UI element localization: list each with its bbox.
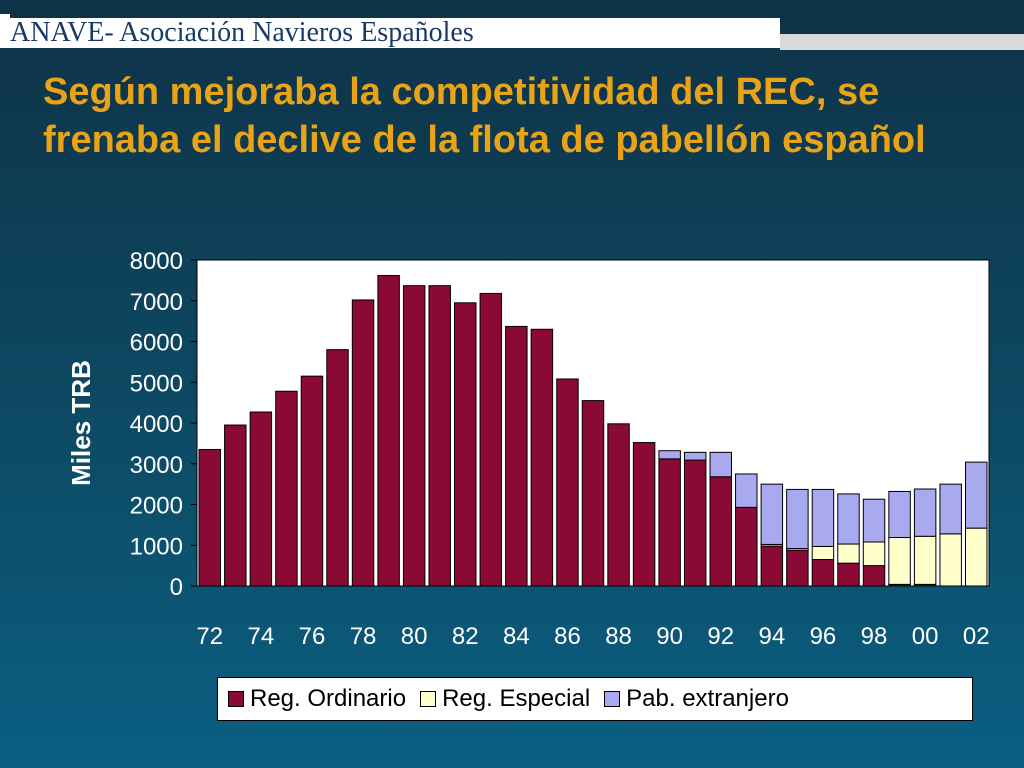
y-axis-label: Miles TRB	[66, 360, 96, 486]
legend-item-ordinario: Reg. Ordinario	[228, 685, 406, 713]
bar-segment-extranjero-91	[683, 451, 707, 461]
bar-segment-ordinario-97	[837, 562, 860, 587]
y-tick-label: 2000	[130, 493, 183, 520]
y-tick-label: 1000	[130, 533, 183, 560]
bar-segment-ordinario-77	[326, 349, 349, 587]
bar-segment-ordinario-87	[581, 400, 605, 587]
header-bar-notch	[0, 14, 10, 18]
x-tick-label: 72	[196, 623, 223, 650]
x-tick-label: 82	[452, 623, 479, 650]
x-tick-label: 90	[656, 623, 683, 650]
bar-segment-ordinario-91	[683, 459, 707, 587]
y-tick-label: 3000	[130, 452, 183, 479]
legend-item-especial: Reg. Especial	[420, 685, 590, 713]
bar-segment-especial-98	[862, 541, 886, 567]
x-tick-label: 80	[401, 623, 428, 650]
bar-segment-extranjero-01	[939, 483, 962, 535]
x-tick-label: 98	[861, 623, 888, 650]
x-tick-label: 96	[810, 623, 837, 650]
x-tick-label: 84	[503, 623, 530, 650]
x-tick-label: 76	[299, 623, 326, 650]
bar-segment-extranjero-99	[888, 490, 911, 539]
bar-segment-ordinario-81	[428, 285, 451, 587]
bar-segment-extranjero-96	[811, 488, 835, 547]
bar-segment-extranjero-98	[862, 498, 886, 543]
header-bar	[0, 14, 1024, 50]
slide-title: Según mejoraba la competitividad del REC…	[43, 71, 926, 161]
legend-label-ordinario: Reg. Ordinario	[250, 685, 407, 712]
bar-segment-extranjero-00	[913, 488, 937, 537]
y-tick-label: 6000	[130, 330, 183, 357]
bar-segment-ordinario-78	[351, 299, 375, 587]
y-axis-ticks: 0 1000 2000 3000 4000 5000 6000 7000 8000	[130, 248, 197, 601]
x-tick-label: 86	[554, 623, 581, 650]
bar-segment-especial-97	[837, 543, 860, 564]
bar-segment-ordinario-96	[811, 559, 835, 587]
legend-swatch-especial	[420, 691, 437, 707]
bars	[198, 274, 988, 587]
x-tick-label: 88	[605, 623, 632, 650]
legend: Reg. Ordinario Reg. Especial Pab. extran…	[217, 677, 973, 721]
x-tick-label: 92	[707, 623, 734, 650]
bar-segment-extranjero-97	[837, 493, 860, 545]
x-tick-label: 74	[248, 623, 275, 650]
bar-segment-especial-99	[888, 537, 911, 585]
x-tick-label: 00	[912, 623, 939, 650]
header-bar-white	[0, 18, 780, 48]
bar-segment-ordinario-93	[735, 506, 758, 587]
bar-segment-especial-00	[913, 535, 937, 585]
y-tick-label: 7000	[130, 289, 183, 316]
x-tick-label: 02	[963, 623, 990, 650]
legend-item-extranjero: Pab. extranjero	[604, 685, 789, 713]
bar-segment-extranjero-94	[760, 483, 784, 545]
x-tick-label: 94	[758, 623, 785, 650]
header-text: ANAVE- Asociación Navieros Españoles	[10, 17, 474, 48]
bar-segment-ordinario-88	[607, 423, 630, 587]
legend-label-especial: Reg. Especial	[442, 685, 591, 712]
header-bar-grey	[780, 34, 1024, 50]
legend-label-extranjero: Pab. extranjero	[626, 685, 789, 712]
bar-segment-ordinario-79	[377, 274, 400, 587]
bar-segment-ordinario-75	[275, 390, 298, 587]
y-tick-label: 5000	[130, 370, 183, 397]
x-axis-ticks: 72 74 76 78 80 82 84 86 88 90 92 94 96 98 00 02	[196, 623, 989, 650]
x-tick-label: 78	[350, 623, 377, 650]
bar-segment-ordinario-98	[862, 565, 886, 587]
bar-segment-extranjero-02	[965, 461, 988, 529]
bar-segment-extranjero-95	[786, 488, 809, 550]
bar-segment-ordinario-85	[530, 328, 554, 587]
bar-segment-ordinario-72	[198, 448, 221, 587]
bar-segment-ordinario-74	[249, 411, 273, 587]
bar-segment-ordinario-82	[454, 302, 477, 587]
bar-segment-ordinario-86	[556, 378, 579, 587]
bar-segment-ordinario-92	[709, 476, 732, 587]
legend-swatch-extranjero	[604, 691, 621, 707]
bar-segment-ordinario-94	[760, 545, 784, 587]
bar-segment-ordinario-76	[300, 375, 324, 587]
bar-segment-ordinario-90	[658, 458, 681, 587]
bar-segment-extranjero-92	[709, 451, 732, 478]
y-tick-label: 4000	[130, 411, 183, 438]
y-tick-label: 0	[170, 574, 183, 601]
bar-segment-ordinario-80	[402, 285, 426, 587]
y-tick-label: 8000	[130, 248, 183, 275]
bar-segment-especial-02	[965, 527, 988, 587]
bar-segment-extranjero-90	[658, 450, 681, 460]
legend-swatch-ordinario	[228, 691, 244, 707]
bar-segment-ordinario-95	[786, 549, 809, 587]
bar-segment-especial-96	[811, 545, 835, 561]
plot-area	[196, 259, 990, 587]
bar-segment-ordinario-83	[479, 292, 503, 587]
bar-segment-ordinario-84	[505, 325, 528, 587]
bar-segment-especial-01	[939, 533, 962, 587]
bar-segment-extranjero-93	[735, 473, 758, 508]
bar-segment-ordinario-73	[224, 424, 247, 587]
bar-segment-ordinario-89	[632, 442, 656, 587]
